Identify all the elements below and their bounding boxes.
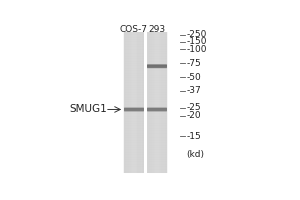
Text: (kd): (kd) — [186, 150, 204, 159]
Text: SMUG1: SMUG1 — [70, 104, 107, 114]
Text: -15: -15 — [186, 132, 201, 141]
Text: -25: -25 — [186, 103, 201, 112]
Text: 293: 293 — [149, 25, 166, 34]
Text: -150: -150 — [186, 37, 207, 46]
Bar — [124, 32, 144, 173]
Bar — [147, 32, 167, 173]
Text: -100: -100 — [186, 45, 207, 54]
Text: COS-7: COS-7 — [120, 25, 148, 34]
Text: -250: -250 — [186, 30, 207, 39]
Text: -37: -37 — [186, 86, 201, 95]
Text: -50: -50 — [186, 73, 201, 82]
Text: -75: -75 — [186, 59, 201, 68]
Text: -20: -20 — [186, 111, 201, 120]
Bar — [145, 32, 147, 173]
